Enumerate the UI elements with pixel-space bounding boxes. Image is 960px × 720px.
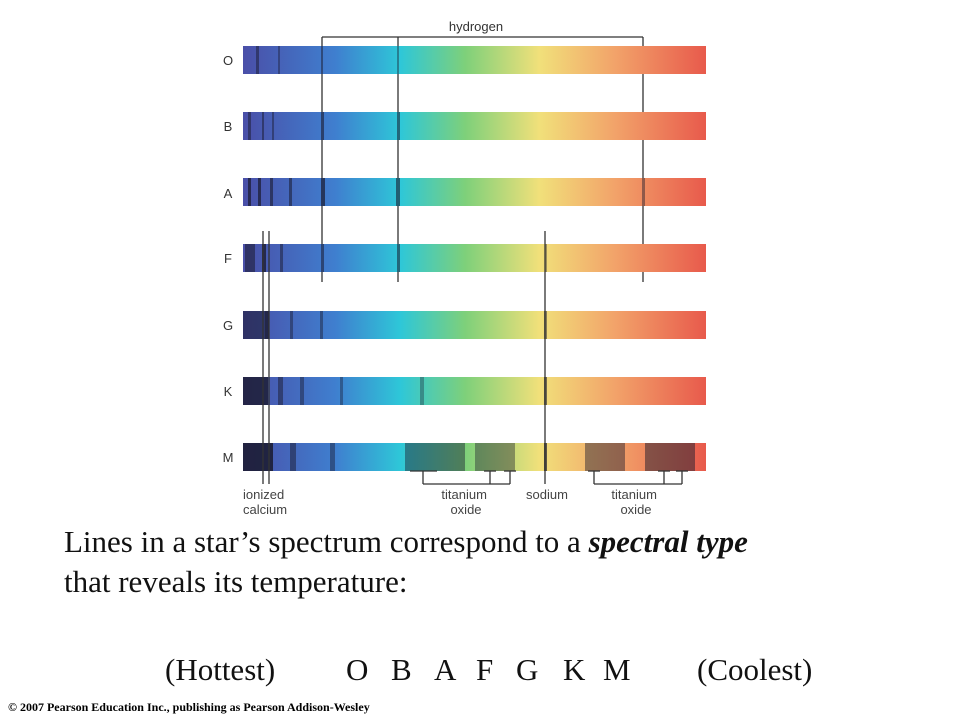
hydrogen-label: hydrogen	[449, 19, 503, 34]
type-label-m: M	[223, 450, 234, 465]
sequence-type-k: K	[563, 652, 586, 687]
spectrum-k	[243, 377, 706, 405]
spectrum-g	[243, 311, 706, 339]
coolest-label: (Coolest)	[697, 652, 813, 687]
titanium-oxide-label-2: titanium oxide	[611, 487, 660, 517]
spectral-type-diagram: hydrogen O B A F G K M	[223, 19, 706, 517]
type-label-b: B	[224, 119, 233, 134]
spectrum-a	[243, 178, 706, 206]
spectrum-m	[243, 443, 706, 471]
caption: Lines in a star’s spectrum correspond to…	[64, 522, 924, 602]
sequence-type-b: B	[391, 652, 412, 687]
sodium-label: sodium	[526, 487, 568, 502]
type-label-f: F	[224, 251, 232, 266]
sequence-type-g: G	[516, 652, 539, 687]
sequence-type-f: F	[476, 652, 494, 687]
caption-emphasis: spectral type	[588, 524, 748, 559]
spectrum-f	[243, 244, 706, 272]
copyright-notice: © 2007 Pearson Education Inc., publishin…	[8, 700, 370, 714]
spectral-type-labels: O B A F G K M	[223, 53, 234, 465]
spectral-sequence: (Hottest) O B A F G K M (Coolest)	[0, 652, 960, 696]
type-label-g: G	[223, 318, 233, 333]
type-label-k: K	[224, 384, 233, 399]
ionized-calcium-label: ionized calcium	[243, 487, 288, 517]
caption-line2: that reveals its temperature:	[64, 564, 408, 599]
type-label-o: O	[223, 53, 233, 68]
sequence-type-a: A	[434, 652, 457, 687]
sequence-type-m: M	[603, 652, 631, 687]
spectrum-o	[243, 46, 706, 74]
hottest-label: (Hottest)	[165, 652, 276, 687]
hydrogen-bracket	[321, 36, 644, 282]
caption-line1: Lines in a star’s spectrum correspond to…	[64, 524, 589, 559]
sequence-type-o: O	[346, 652, 369, 687]
titanium-oxide-bracket-1	[410, 470, 516, 485]
spectrum-b	[243, 112, 706, 140]
type-label-a: A	[224, 186, 233, 201]
spectrum-bands	[243, 46, 706, 471]
ionized-calcium-markers	[262, 231, 270, 484]
titanium-oxide-label-1: titanium oxide	[441, 487, 490, 517]
absorption-lines	[243, 46, 695, 471]
titanium-oxide-bracket-2	[588, 470, 688, 485]
